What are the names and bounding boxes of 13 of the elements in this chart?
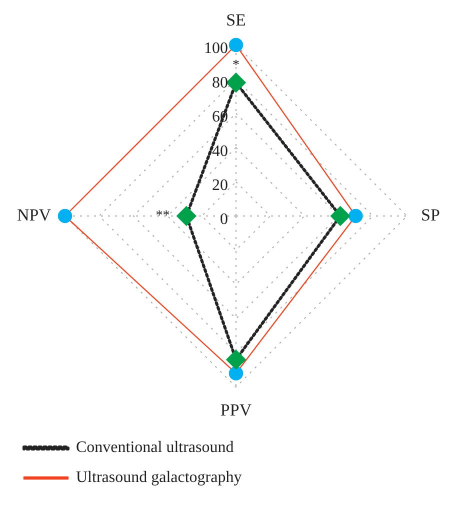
text: ** [156, 208, 170, 224]
y-tick-label: 80 [212, 74, 228, 92]
spoke-label: SE [226, 10, 246, 30]
y-tick-label: 40 [212, 142, 228, 160]
spoke-label: PPV [220, 400, 252, 420]
y-tick-label: 0 [220, 211, 228, 228]
legend-label: Ultrasound galactography [76, 469, 242, 486]
spoke-label: NPV [16, 205, 52, 224]
legend-label: Conventional ultrasound [76, 439, 234, 456]
y-tick-label: 100 [204, 40, 228, 58]
text: * [232, 58, 240, 74]
spoke-label: SP [420, 205, 440, 224]
y-tick-label: 20 [212, 177, 228, 194]
